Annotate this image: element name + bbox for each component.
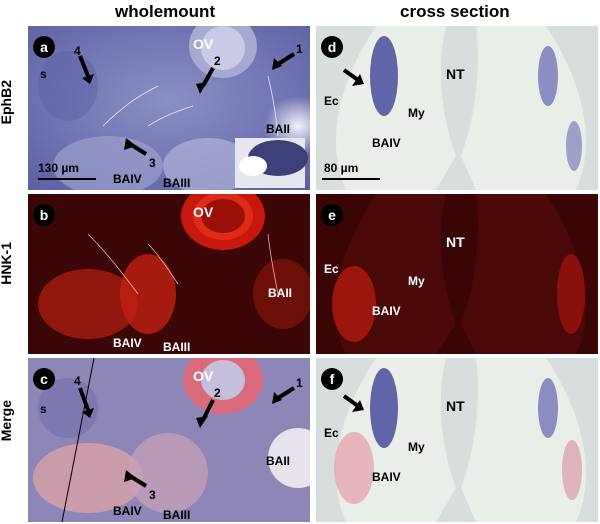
panel-e-letter: e <box>321 204 343 226</box>
panel-b-hnk1-wholemount: b OV BAII BAIV BAIII <box>28 194 310 354</box>
panel-b-baiii-label: BAIII <box>163 340 191 354</box>
panel-c-arrows <box>78 386 296 488</box>
panel-a-arrows <box>78 52 296 156</box>
panel-b-baiv-label: BAIV <box>113 336 142 350</box>
panel-e-ec-label: Ec <box>324 262 339 276</box>
column-title-cross-section: cross section <box>400 2 510 21</box>
panel-c-arrow-4-label: 4 <box>74 374 81 388</box>
panel-e-image <box>316 194 598 354</box>
panel-d-ephb2-cross-section: d NT Ec My BAIV 80 µm <box>316 26 598 190</box>
panel-a-ephb2-wholemount: a OV s 4 2 1 3 BAII BAIV BAIII 130 µm <box>28 26 310 190</box>
panel-c-merge-wholemount: c OV s 4 2 1 3 BAII BAIV BAIII <box>28 358 310 522</box>
panel-a-baiv-label: BAIV <box>113 172 142 186</box>
panel-e-nt-label: NT <box>446 234 465 250</box>
panel-a-scale-label: 130 µm <box>38 161 79 175</box>
panel-c-image <box>28 358 310 522</box>
panel-f-arrow <box>342 394 364 412</box>
panel-a-arrow-3-label: 3 <box>149 156 156 170</box>
panel-c-baiii-label: BAIII <box>163 508 191 522</box>
panel-a-baii-label: BAII <box>266 122 290 136</box>
panel-c-arrow-2-label: 2 <box>214 386 221 400</box>
panel-c-letter: c <box>33 368 55 390</box>
panel-f-baiv-label: BAIV <box>372 470 401 484</box>
panel-d-nt-label: NT <box>446 66 465 82</box>
panel-d-letter: d <box>321 36 343 58</box>
panel-c-arrow-3-label: 3 <box>149 488 156 502</box>
panel-a-s-label: s <box>40 67 47 81</box>
panel-f-my-label: My <box>408 440 425 454</box>
panel-a-image <box>28 26 310 190</box>
panel-a-baiii-label: BAIII <box>163 176 191 190</box>
panel-d-scale-label: 80 µm <box>324 161 359 175</box>
row-label-ephb2: EphB2 <box>0 80 14 125</box>
panel-f-nt-label: NT <box>446 398 465 414</box>
panel-a-arrow-1-label: 1 <box>296 42 303 56</box>
panel-e-hnk1-cross-section: e NT Ec My BAIV <box>316 194 598 354</box>
panel-d-baiv-label: BAIV <box>372 136 401 150</box>
panel-c-arrow-1-label: 1 <box>296 376 303 390</box>
panel-c-baii-label: BAII <box>266 454 290 468</box>
row-label-merge: Merge <box>0 400 14 442</box>
panel-d-scale-bar <box>322 178 380 180</box>
panel-f-ec-label: Ec <box>324 426 339 440</box>
panel-f-merge-cross-section: f NT Ec My BAIV <box>316 358 598 522</box>
panel-e-baiv-label: BAIV <box>372 304 401 318</box>
panel-e-my-label: My <box>408 274 425 288</box>
panel-f-letter: f <box>321 368 343 390</box>
panel-a-ov-label: OV <box>193 36 214 52</box>
panel-d-image <box>316 26 598 190</box>
panel-b-image <box>28 194 310 354</box>
panel-c-s-label: s <box>40 402 47 416</box>
panel-c-ov-label: OV <box>193 368 214 384</box>
panel-d-arrow <box>342 68 364 86</box>
panel-f-image <box>316 358 598 522</box>
panel-a-arrow-4-label: 4 <box>74 44 81 58</box>
panel-b-baii-label: BAII <box>268 286 292 300</box>
panel-d-ec-label: Ec <box>324 94 339 108</box>
panel-c-baiv-label: BAIV <box>113 504 142 518</box>
panel-d-my-label: My <box>408 106 425 120</box>
panel-a-scale-bar <box>38 178 96 180</box>
row-label-hnk1: HNK-1 <box>0 242 14 285</box>
panel-a-letter: a <box>33 36 55 58</box>
panel-b-ov-label: OV <box>193 204 214 220</box>
panel-a-arrow-2-label: 2 <box>214 54 221 68</box>
panel-b-letter: b <box>33 204 55 226</box>
column-title-wholemount: wholemount <box>115 2 216 21</box>
